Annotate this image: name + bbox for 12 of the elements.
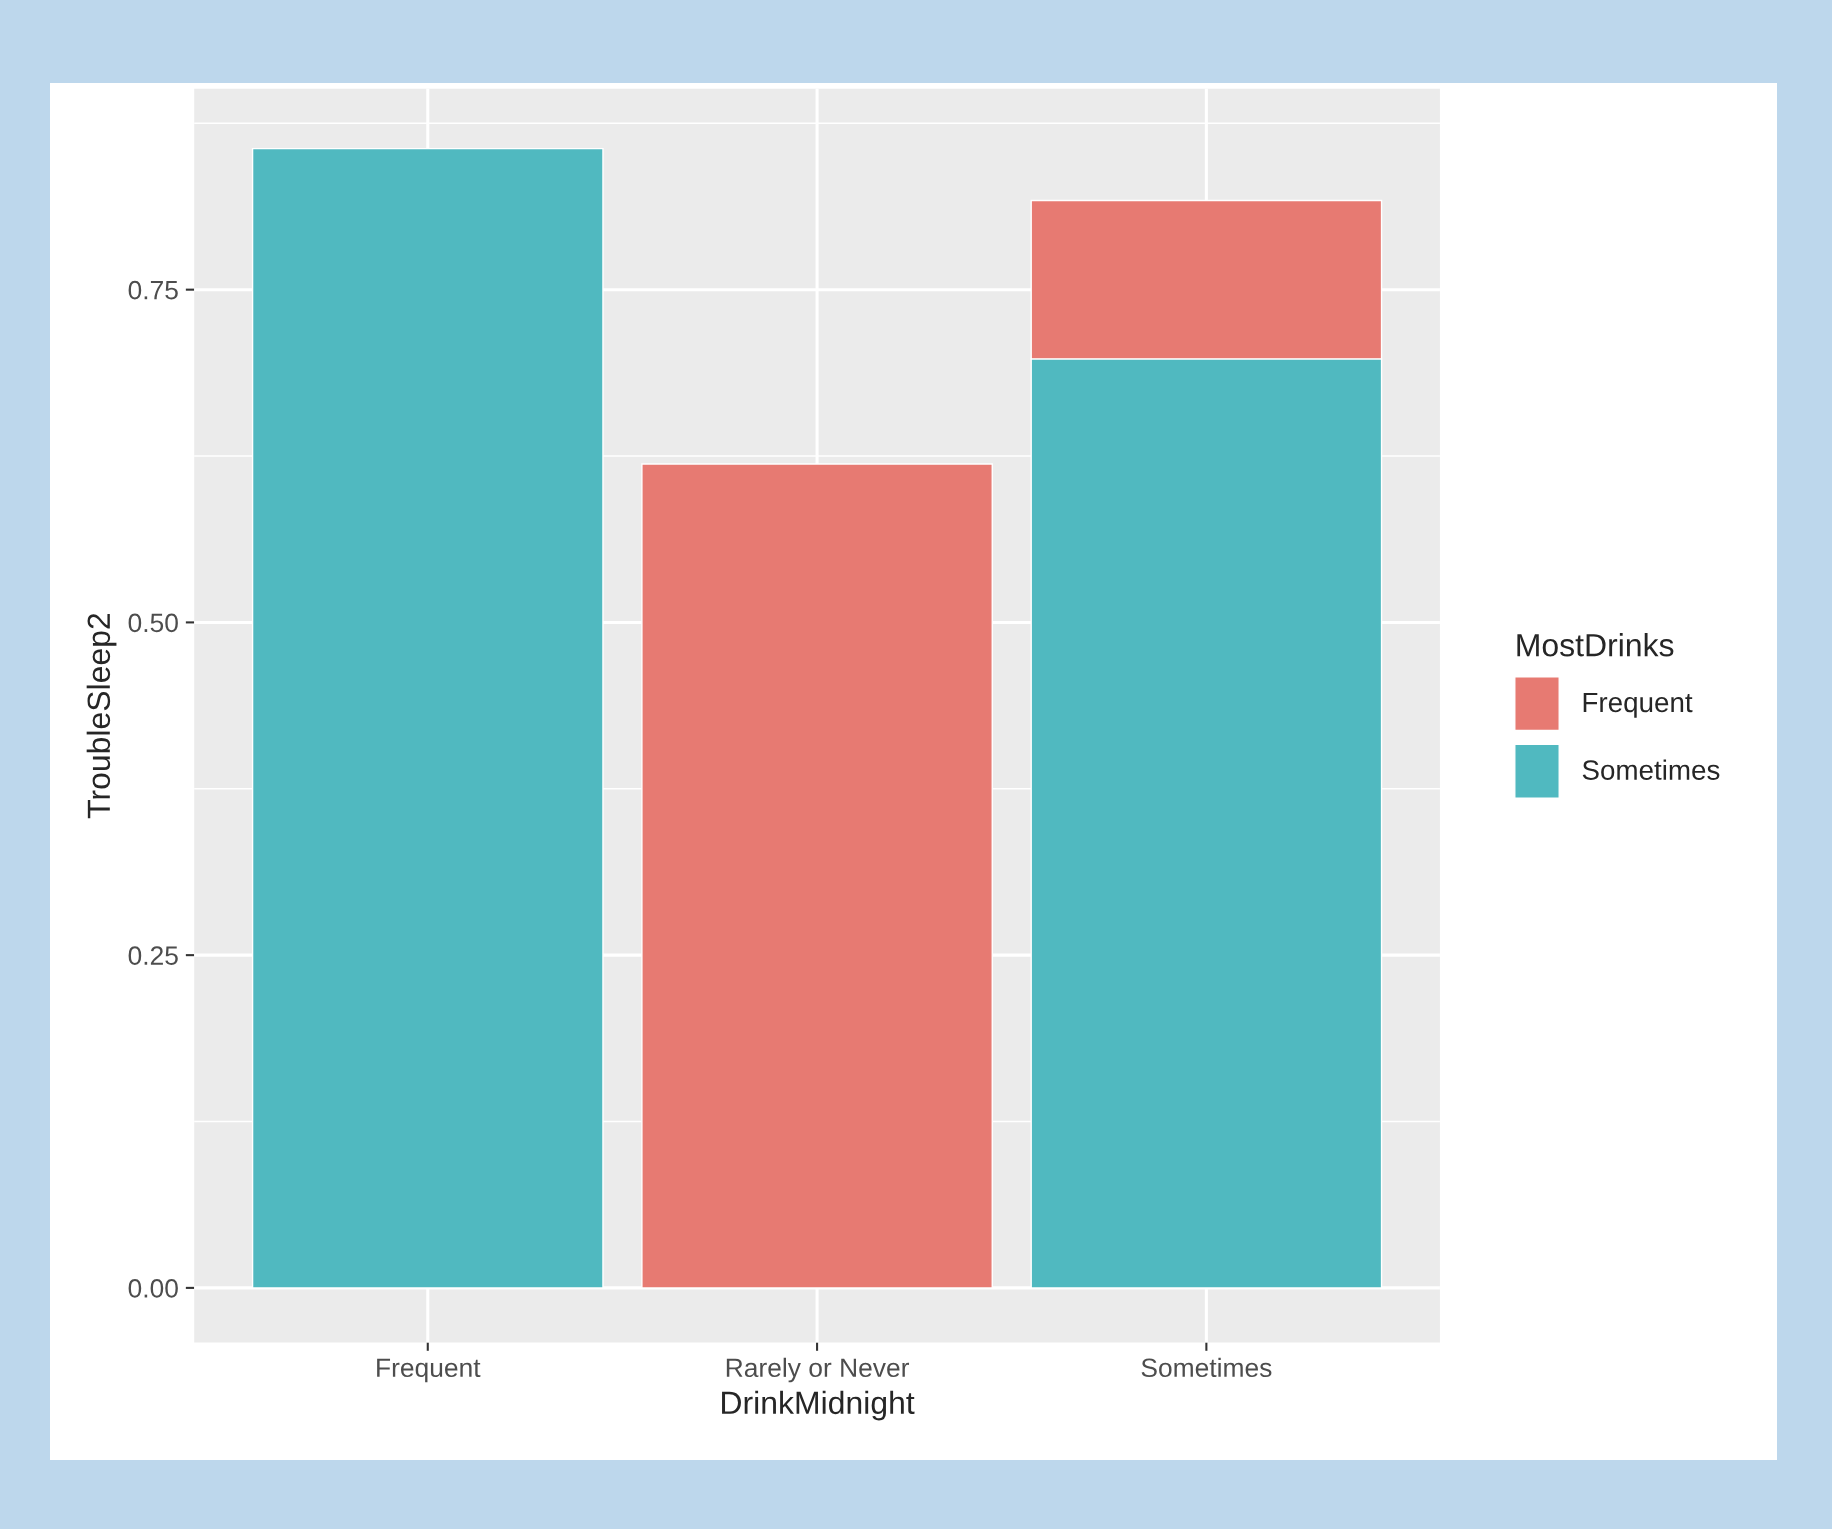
y-tick-label: 0.75 — [128, 280, 178, 300]
legend-label: Sometimes — [1582, 759, 1720, 780]
legend-label: Frequent — [1583, 692, 1693, 718]
x-tick-label: Rarely or Never — [726, 1357, 910, 1383]
y-tick-label: 0.25 — [128, 946, 178, 965]
x-axis-title: DrinkMidnight — [722, 1390, 915, 1421]
legend-title: MostDrinks — [1517, 633, 1674, 657]
y-axis-title: TroubleSleep2 — [86, 613, 117, 819]
y-tick-label: 0.50 — [128, 613, 178, 633]
x-tick-label: Sometimes — [1141, 1357, 1272, 1378]
y-tick-label: 0.00 — [128, 1279, 178, 1298]
x-tick-label: Frequent — [377, 1358, 481, 1383]
